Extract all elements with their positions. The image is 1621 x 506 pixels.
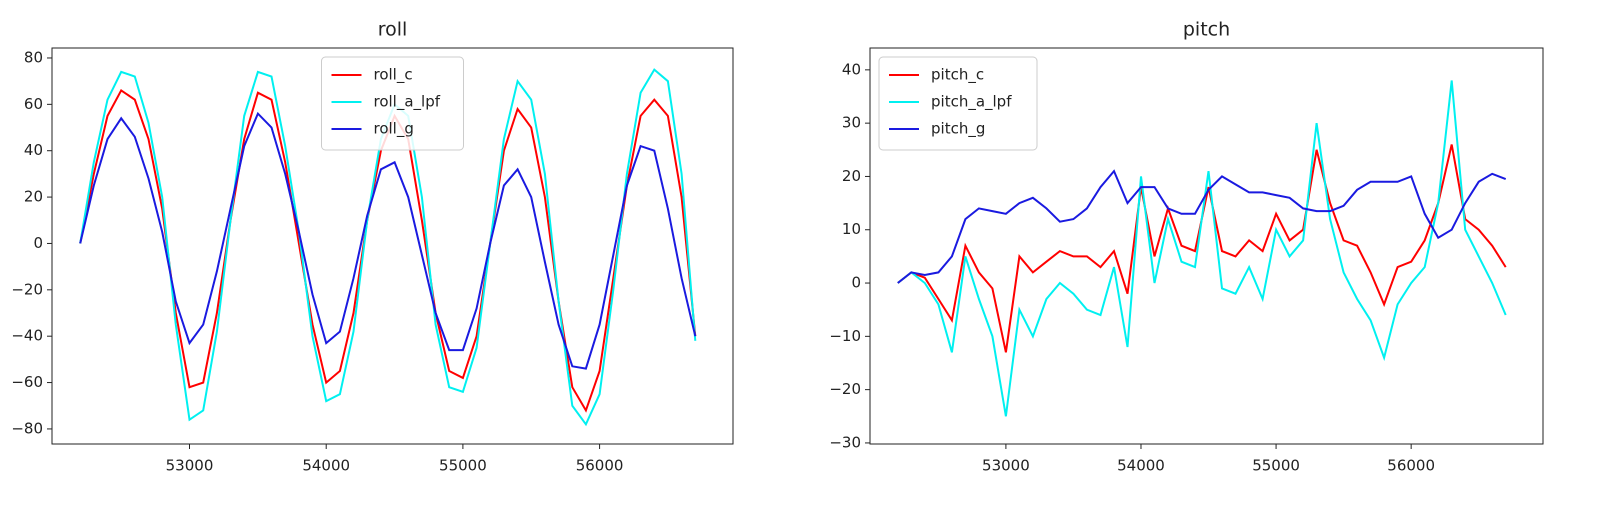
series-line (897, 144, 1507, 353)
legend-label: roll_g (374, 120, 414, 139)
plot-frame (869, 47, 1544, 445)
y-tick-label: 30 (842, 114, 861, 132)
x-tick-label: 56000 (1387, 457, 1435, 475)
legend-label: roll_a_lpf (374, 93, 441, 112)
y-tick-label: 0 (851, 274, 861, 292)
legend-label: pitch_a_lpf (931, 93, 1012, 112)
legend-label: pitch_g (931, 120, 985, 139)
legend-label: pitch_c (931, 66, 984, 85)
y-tick-label: −20 (829, 380, 861, 398)
x-tick-label: 54000 (1117, 457, 1165, 475)
legend-box (321, 56, 464, 151)
legend-box (878, 56, 1038, 151)
y-tick-label: 40 (24, 141, 43, 159)
legend: roll_c roll_a_lpf roll_g (321, 56, 464, 151)
y-tick-label: 10 (842, 220, 861, 238)
y-tick-label: 60 (24, 95, 43, 113)
subplot: pitch 53000 54000 55000 56000 −30 −20 −10 0 10 20 3… (829, 19, 1544, 475)
series-line (897, 80, 1507, 417)
chart-title: roll (378, 19, 408, 41)
x-tick-label: 56000 (576, 457, 624, 475)
y-tick-label: 80 (24, 48, 43, 66)
x-tick-label: 53000 (166, 457, 214, 475)
plot-frame (51, 47, 734, 445)
series-line (79, 111, 697, 370)
legend-label: roll_c (374, 66, 413, 85)
y-tick-label: −10 (829, 327, 861, 345)
y-tick-label: −30 (829, 433, 861, 451)
series-line (897, 169, 1507, 284)
y-tick-label: −40 (11, 327, 43, 345)
x-tick-label: 55000 (1252, 457, 1300, 475)
x-tick-label: 55000 (439, 457, 487, 475)
subplot: roll 53000 54000 55000 56000 −80 −60 −40 −20 0 20 4… (11, 19, 734, 475)
x-tick-label: 53000 (982, 457, 1030, 475)
y-tick-label: −80 (11, 419, 43, 437)
y-tick-label: 20 (24, 188, 43, 206)
chart-title: pitch (1183, 19, 1230, 41)
y-tick-label: −20 (11, 280, 43, 298)
y-tick-label: −60 (11, 373, 43, 391)
x-tick-label: 54000 (302, 457, 350, 475)
y-tick-label: 40 (842, 60, 861, 78)
y-tick-label: 0 (33, 234, 43, 252)
legend: pitch_c pitch_a_lpf pitch_g (878, 56, 1038, 151)
y-tick-label: 20 (842, 167, 861, 185)
